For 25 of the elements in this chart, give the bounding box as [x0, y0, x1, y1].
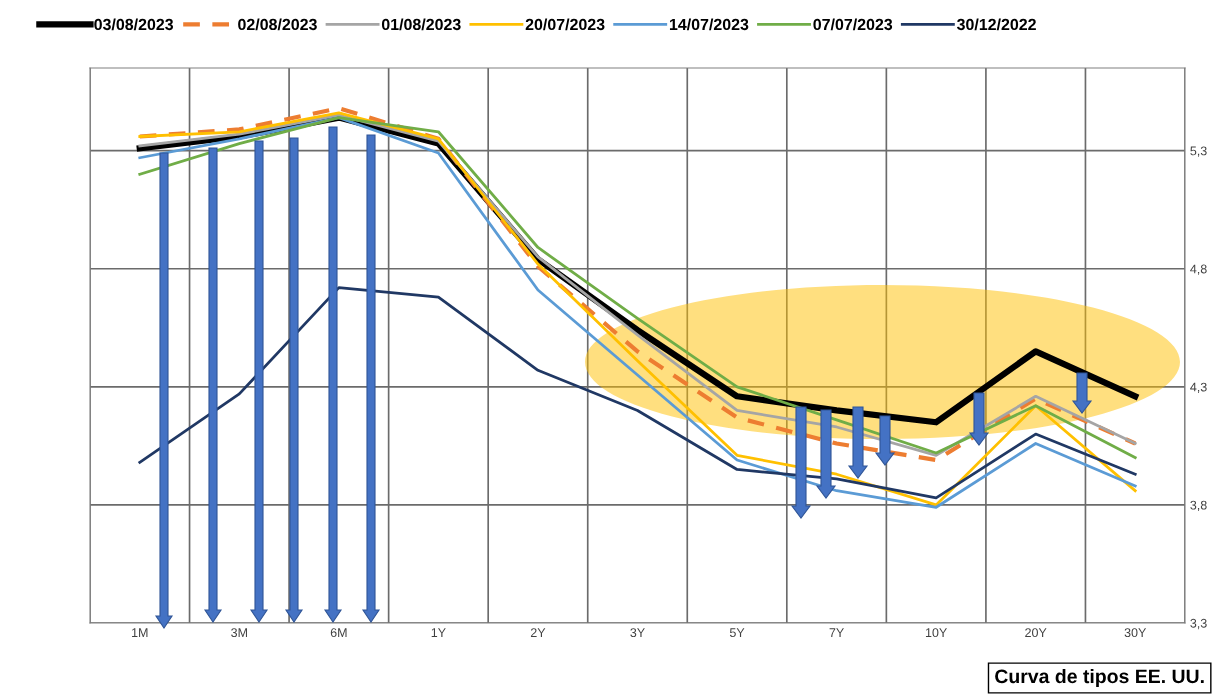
legend-label: 03/08/2023: [94, 18, 174, 31]
x-tick-label: 1M: [132, 628, 148, 637]
legend-label: 01/08/2023: [381, 18, 461, 31]
y-tick-label: 4,3: [1190, 382, 1207, 393]
x-tick-label: 2Y: [530, 628, 546, 637]
legend-label: 30/12/2022: [956, 18, 1036, 31]
x-tick-label: 7Y: [829, 628, 844, 637]
legend-label: 14/07/2023: [669, 18, 749, 31]
y-tick-label: 3,3: [1190, 618, 1207, 630]
text: Curva de tipos EE. UU.: [995, 668, 1204, 688]
x-tick-label: 5Y: [729, 628, 745, 638]
legend-label: 02/08/2023: [238, 18, 317, 31]
x-tick-label: 20Y: [1025, 628, 1047, 638]
x-tick-label: 3Y: [630, 628, 645, 638]
y-tick-label: 4,8: [1190, 264, 1207, 275]
x-tick-label: 10Y: [925, 628, 947, 638]
x-tick-label: 1Y: [431, 628, 446, 637]
line-series: [138, 286, 1137, 500]
x-tick-label: 6M: [330, 628, 347, 638]
x-tick-label: 30Y: [1124, 628, 1147, 638]
y-tick-label: 5,3: [1190, 146, 1207, 157]
x-tick-label: 3M: [231, 628, 247, 638]
legend-label: 07/07/2023: [813, 18, 893, 31]
legend-label: 20/07/2023: [525, 18, 605, 31]
y-tick-label: 3,8: [1190, 500, 1207, 512]
